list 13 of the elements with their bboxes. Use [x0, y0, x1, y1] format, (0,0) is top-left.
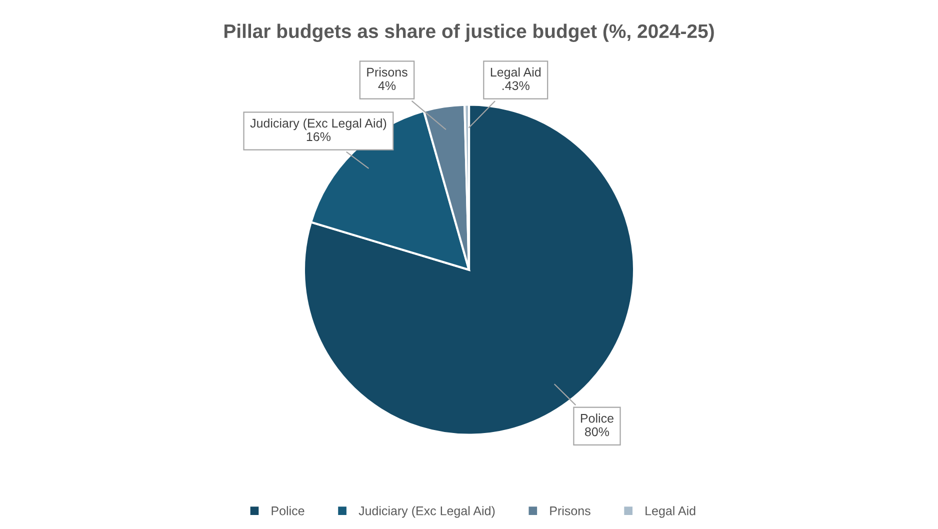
legend-label: Police — [272, 506, 304, 516]
data-label: 16% — [306, 132, 331, 142]
data-label: 80% — [585, 427, 610, 436]
legend-label: Legal Aid — [646, 506, 696, 518]
slice-label: Legal Aid — [490, 67, 541, 80]
legend-label: Prisons — [550, 506, 590, 516]
data-label: .43% — [502, 81, 530, 90]
slice-label: Police — [580, 414, 614, 423]
legend-label: Judiciary (Exc Legal Aid) — [358, 506, 495, 518]
slice-label: Judiciary (Exc Legal Aid) — [250, 118, 386, 130]
data-label: 4% — [378, 81, 396, 90]
slice-label: Prisons — [367, 67, 408, 77]
chart-title: Pillar budgets as share of justice budget (%, 2024-25) — [224, 24, 714, 42]
